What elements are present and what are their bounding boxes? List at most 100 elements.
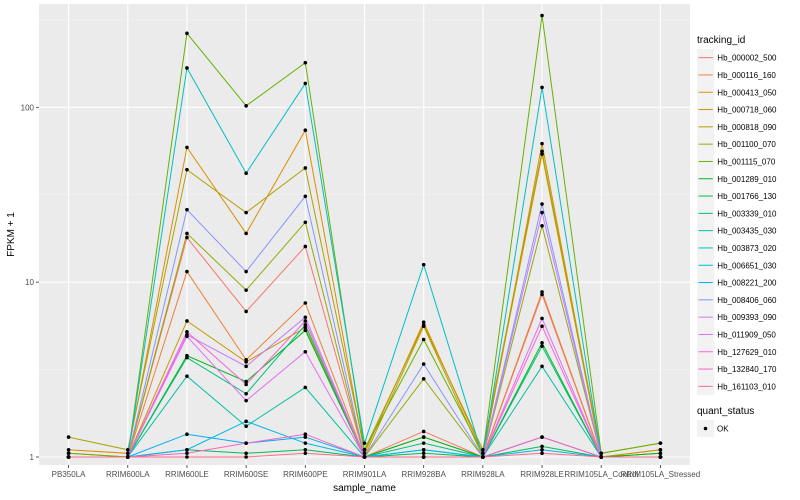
data-point-Hb_161103_010-PB350LA (66, 455, 71, 459)
data-point-Hb_000818_090-RRIM600LE (185, 167, 189, 172)
data-point-Hb_001766_130-RRIM600SE (244, 451, 248, 456)
legend-label-Hb_000413_050: Hb_000413_050 (717, 88, 777, 97)
data-points (66, 13, 663, 459)
x-tick-label: RRIM105LA_Stressed (621, 470, 701, 479)
x-tick-label: RRIM901LA (343, 470, 387, 479)
y-tick-label: 1 (30, 453, 35, 462)
data-point-Hb_000413_050-RRIM901LA (362, 451, 367, 456)
legend-label-Hb_001289_010: Hb_001289_010 (717, 175, 777, 184)
data-point-Hb_001289_010-RRIM600PE (303, 328, 308, 333)
data-point-Hb_161103_010-RRIM928BA (421, 455, 426, 459)
data-point-Hb_000002_500-RRIM600LE (185, 235, 189, 240)
x-tick-label: RRIM600LE (165, 470, 209, 479)
data-point-Hb_000002_500-RRIM600SE (244, 309, 248, 314)
legend-label-Hb_001100_070: Hb_001100_070 (717, 140, 776, 149)
data-point-Hb_000413_050-RRIM600PE (303, 128, 308, 132)
data-point-Hb_000116_160-RRIM600LE (185, 269, 189, 274)
data-point-Hb_001766_130-RRIM928LE (540, 444, 544, 449)
data-point-Hb_161103_010-RRIM105LA_Stressed (658, 455, 663, 459)
data-point-Hb_161103_010-RRIM600LE (185, 455, 189, 459)
data-point-Hb_000818_090-RRIM928BA (421, 323, 426, 327)
data-point-Hb_003339_010-RRIM928LE (540, 344, 544, 349)
data-point-Hb_003873_020-RRIM600SE (244, 171, 248, 176)
legend-label-Hb_132840_170: Hb_132840_170 (717, 365, 777, 374)
x-tick-label: RRIM600PE (283, 470, 327, 479)
data-point-Hb_001289_010-RRIM105LA_Stressed (658, 451, 663, 456)
data-point-Hb_003435_030-RRIM600PE (303, 385, 308, 390)
x-tick-label: RRIM928LE (520, 470, 564, 479)
data-point-Hb_006651_030-RRIM600SE (244, 419, 248, 424)
data-point-Hb_003339_010-RRIM600LE (185, 355, 189, 360)
data-point-Hb_132840_170-RRIM600LE (185, 451, 189, 456)
x-tick-label: RRIM928LA (461, 470, 505, 479)
data-point-Hb_003873_020-RRIM600PE (303, 81, 308, 86)
y-axis-title: FPKM + 1 (6, 212, 17, 257)
legend-label-Hb_009393_090: Hb_009393_090 (717, 313, 777, 322)
x-axis: PB350LA RRIM600LA RRIM600LE RRIM600SE RRIM60… (52, 465, 701, 479)
data-point-Hb_000002_500-RRIM600PE (303, 244, 308, 249)
data-point-Hb_127629_010-RRIM600SE (244, 382, 248, 387)
data-point-Hb_000818_090-RRIM600PE (303, 166, 308, 170)
data-point-Hb_003339_010-RRIM600SE (244, 391, 248, 396)
data-point-Hb_000413_050-RRIM928LE (540, 152, 544, 156)
data-point-Hb_006651_030-RRIM600PE (303, 441, 308, 445)
legend-label-Hb_127629_010: Hb_127629_010 (717, 348, 777, 357)
data-point-Hb_000116_160-RRIM928LE (540, 290, 544, 294)
data-point-Hb_011909_050-RRIM928LE (540, 316, 544, 321)
legend-label-Hb_006651_030: Hb_006651_030 (717, 261, 777, 270)
data-point-Hb_011909_050-RRIM600LE (185, 334, 189, 339)
data-point-Hb_000718_060-RRIM105LA_Stressed (658, 447, 663, 452)
data-point-Hb_000413_050-RRIM928BA (421, 320, 426, 325)
legend-label-Hb_000818_090: Hb_000818_090 (717, 123, 777, 132)
data-point-Hb_000718_060-RRIM928LE (540, 141, 544, 146)
data-point-Hb_001115_070-RRIM600SE (244, 104, 248, 108)
y-tick-label: 10 (25, 278, 34, 287)
y-tick-label: 100 (21, 103, 35, 112)
quant-status-legend-title: quant_status (697, 406, 754, 417)
legend-label-Hb_000116_160: Hb_000116_160 (717, 71, 776, 80)
data-point-Hb_161103_010-RRIM600LA (125, 455, 130, 459)
legend-label-Hb_001766_130: Hb_001766_130 (717, 192, 777, 201)
legend-label-Hb_003339_010: Hb_003339_010 (717, 209, 777, 218)
data-point-Hb_001115_070-RRIM928BA (421, 337, 426, 342)
legend-label-Hb_003873_020: Hb_003873_020 (717, 244, 777, 253)
data-point-Hb_161103_010-RRIM105LA_Control (599, 455, 604, 459)
x-tick-label: PB350LA (52, 470, 86, 479)
data-point-Hb_001100_070-RRIM928BA (421, 377, 426, 381)
data-point-Hb_161103_010-RRIM600PE (303, 451, 308, 456)
data-point-Hb_008406_060-RRIM928LE (540, 202, 544, 206)
data-point-Hb_127629_010-RRIM600LE (185, 330, 189, 334)
x-tick-label: RRIM600LA (106, 470, 150, 479)
data-point-Hb_000002_500-RRIM928LE (540, 292, 544, 297)
data-point-Hb_000818_090-RRIM928LE (540, 149, 544, 154)
data-point-Hb_003873_020-RRIM901LA (362, 441, 367, 445)
data-point-Hb_001115_070-RRIM105LA_Stressed (658, 441, 663, 445)
data-point-Hb_003873_020-RRIM928BA (421, 262, 426, 267)
y-axis: 1 10 100 (21, 103, 39, 462)
legend-label-Hb_000002_500: Hb_000002_500 (717, 54, 777, 63)
data-point-Hb_009393_090-RRIM600SE (244, 364, 248, 369)
data-point-Hb_008221_200-RRIM600LE (185, 432, 189, 437)
data-point-Hb_008406_060-RRIM600PE (303, 194, 308, 199)
x-tick-label: RRIM600SE (224, 470, 268, 479)
data-point-Hb_003339_010-RRIM928BA (421, 441, 426, 445)
data-point-Hb_003339_010-RRIM600PE (303, 323, 308, 327)
data-point-Hb_003435_030-RRIM600SE (244, 424, 248, 429)
data-point-Hb_003873_020-RRIM600LE (185, 66, 189, 70)
data-point-Hb_001100_070-RRIM600SE (244, 288, 248, 292)
quant-status-legend-point-icon (703, 426, 708, 431)
data-point-Hb_001100_070-RRIM928LE (540, 224, 544, 228)
legend-label-Hb_000718_060: Hb_000718_060 (717, 106, 777, 115)
data-point-Hb_001100_070-RRIM600LE (185, 231, 189, 236)
data-point-Hb_006651_030-RRIM600LE (185, 447, 189, 452)
data-point-Hb_008221_200-RRIM600PE (303, 435, 308, 439)
data-point-Hb_006651_030-RRIM928LE (540, 447, 544, 452)
x-axis-title: sample_name (333, 483, 396, 494)
x-tick-label: RRIM928BA (401, 470, 446, 479)
data-point-Hb_001289_010-RRIM600SE (244, 379, 248, 384)
data-point-Hb_011909_050-RRIM600SE (244, 398, 248, 403)
legend-items: Hb_000002_500 Hb_000116_160 Hb_000413_050 H… (697, 49, 777, 395)
data-point-Hb_011909_050-RRIM600PE (303, 349, 308, 354)
data-point-Hb_001115_070-RRIM105LA_Control (599, 451, 604, 456)
